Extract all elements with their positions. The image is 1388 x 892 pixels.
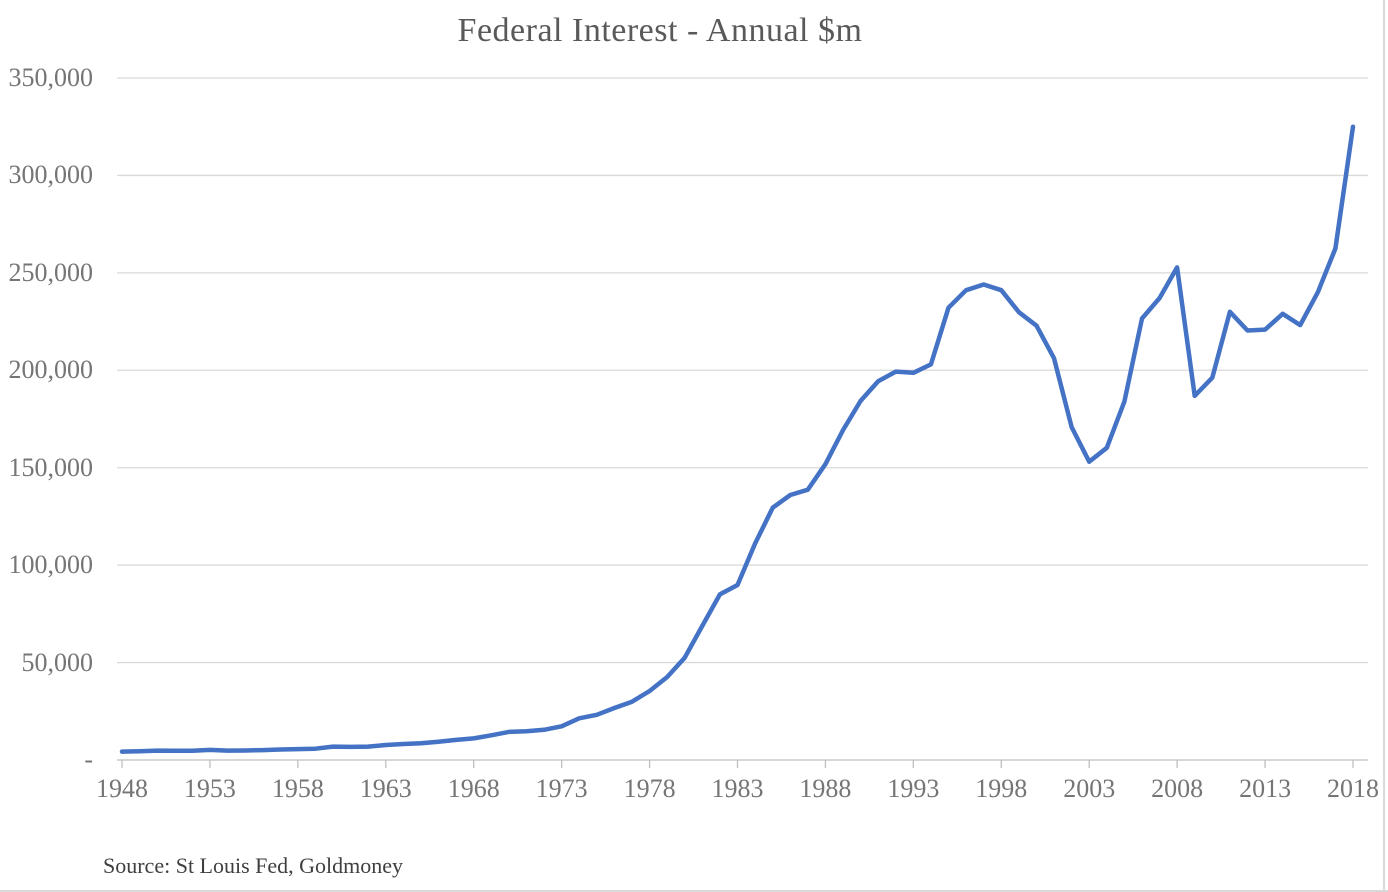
y-axis-label: 300,000 xyxy=(8,160,94,190)
x-axis-label: 1948 xyxy=(96,774,148,803)
x-axis-label: 1963 xyxy=(359,774,412,803)
x-axis-label: 1968 xyxy=(447,774,500,803)
y-axis-label: 200,000 xyxy=(8,355,94,385)
x-axis-label: 1953 xyxy=(183,774,236,803)
y-axis-label: 50,000 xyxy=(21,647,94,677)
x-axis-label: 1973 xyxy=(535,774,588,803)
x-axis-label: 2008 xyxy=(1151,774,1204,803)
x-axis-label: 2003 xyxy=(1063,774,1116,803)
x-axis-label: 2013 xyxy=(1239,774,1292,803)
x-axis-label: 1958 xyxy=(271,774,324,803)
y-axis-label: 150,000 xyxy=(8,452,94,482)
x-axis-label: 1978 xyxy=(623,774,676,803)
chart-title: Federal Interest - Annual $m xyxy=(457,12,863,49)
y-axis-label: 100,000 xyxy=(8,550,94,580)
y-axis-label: 250,000 xyxy=(8,257,94,287)
x-axis-label: 1998 xyxy=(975,774,1028,803)
y-axis-label: 350,000 xyxy=(8,63,94,92)
x-axis-label: 1993 xyxy=(887,774,940,803)
x-axis-label: 1988 xyxy=(799,774,852,803)
x-axis-label: 1983 xyxy=(711,774,764,803)
x-axis-label: 2018 xyxy=(1327,774,1379,803)
y-axis-label: - xyxy=(84,745,93,774)
series-line-federal-interest xyxy=(119,124,1356,754)
source-note: Source: St Louis Fed, Goldmoney xyxy=(103,853,404,878)
